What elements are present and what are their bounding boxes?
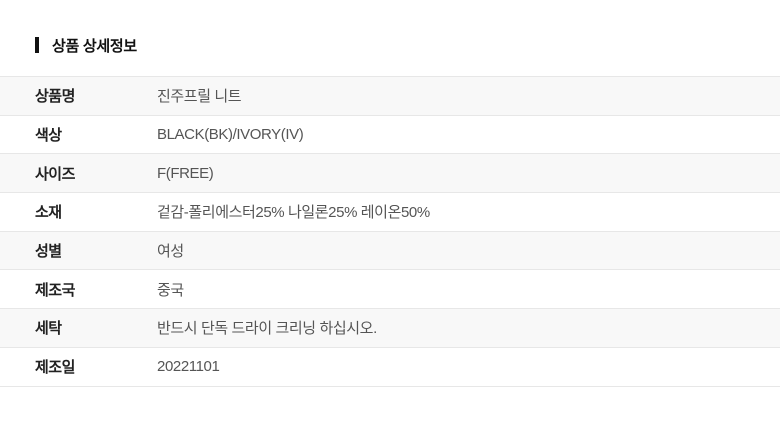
product-detail-table: 상품명 진주프릴 니트 색상 BLACK(BK)/IVORY(IV) 사이즈 F… — [0, 76, 780, 387]
table-row: 세탁 반드시 단독 드라이 크리닝 하십시오. — [0, 309, 780, 348]
row-label: 사이즈 — [35, 165, 75, 183]
row-value: 겉감-폴리에스터25% 나일론25% 레이온50% — [157, 204, 430, 222]
table-row: 제조국 중국 — [0, 270, 780, 310]
row-value: BLACK(BK)/IVORY(IV) — [157, 126, 304, 144]
row-value: 중국 — [157, 281, 184, 299]
table-row: 색상 BLACK(BK)/IVORY(IV) — [0, 115, 780, 155]
row-label: 색상 — [35, 127, 62, 145]
row-label: 제조일 — [35, 359, 75, 377]
row-value: 진주프릴 니트 — [157, 88, 242, 106]
row-label: 성별 — [35, 243, 62, 261]
table-row: 상품명 진주프릴 니트 — [0, 77, 780, 116]
row-label: 세탁 — [35, 320, 62, 338]
title-accent-bar — [35, 37, 39, 53]
table-row: 사이즈 F(FREE) — [0, 154, 780, 194]
row-value: 여성 — [157, 243, 184, 261]
row-value: F(FREE) — [157, 164, 214, 182]
row-value: 반드시 단독 드라이 크리닝 하십시오. — [157, 320, 377, 338]
table-row: 소재 겉감-폴리에스터25% 나일론25% 레이온50% — [0, 193, 780, 232]
section-header: 상품 상세정보 — [35, 36, 780, 55]
table-row: 제조일 20221101 — [0, 347, 780, 387]
table-row: 성별 여성 — [0, 231, 780, 271]
row-label: 상품명 — [35, 88, 75, 106]
row-label: 소재 — [35, 204, 62, 222]
row-label: 제조국 — [35, 281, 75, 299]
row-value: 20221101 — [157, 358, 220, 376]
page-title: 상품 상세정보 — [52, 37, 137, 55]
